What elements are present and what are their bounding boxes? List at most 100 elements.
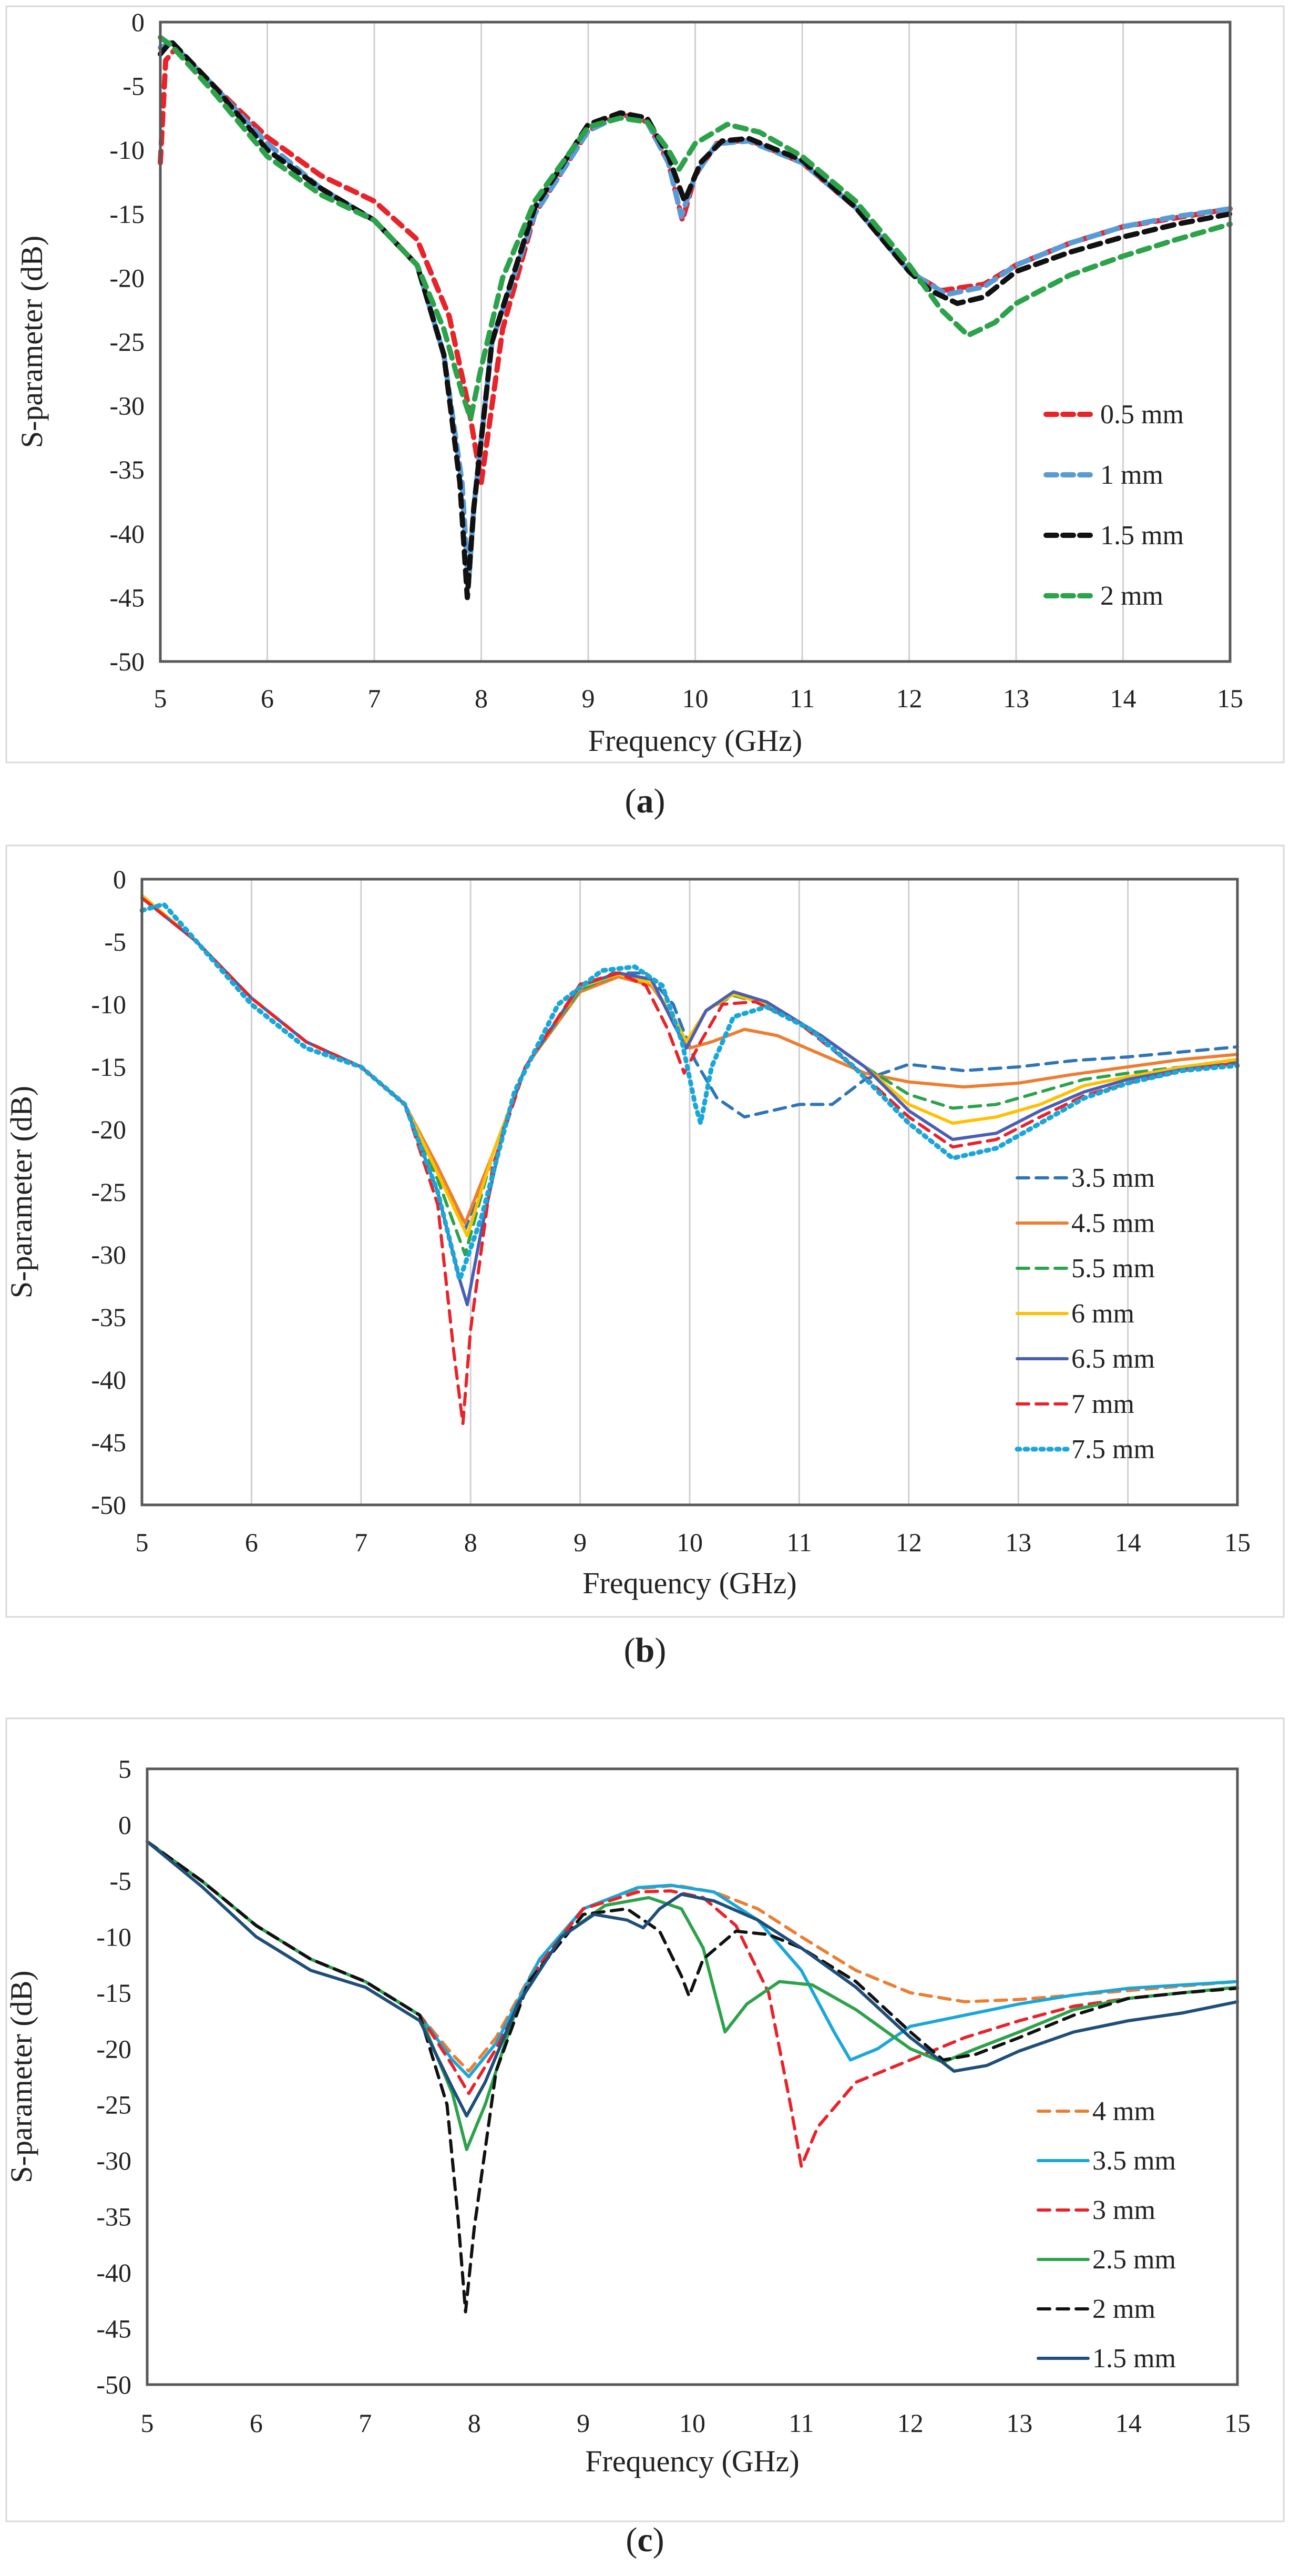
y-tick-label: -25 (96, 2090, 131, 2120)
y-tick-label: -20 (96, 2034, 131, 2063)
x-tick-label: 8 (468, 2408, 481, 2438)
x-tick-label: 11 (786, 1528, 812, 1557)
y-tick-label: -50 (96, 2370, 131, 2399)
y-tick-label: -50 (109, 647, 145, 676)
y-axis-label: S-parameter (dB) (4, 1970, 38, 2183)
x-tick-label: 5 (141, 2408, 154, 2438)
y-tick-label: -35 (109, 455, 145, 484)
x-tick-label: 12 (897, 2408, 924, 2438)
panel-caption: (a) (625, 782, 666, 820)
x-tick-label: 5 (136, 1528, 149, 1557)
x-tick-label: 11 (789, 2408, 814, 2438)
y-tick-label: -20 (109, 263, 145, 292)
plot-area-border (140, 878, 1239, 1506)
legend-label: 3.5 mm (1071, 1163, 1155, 1193)
x-tick-label: 13 (1005, 1528, 1031, 1557)
legend-label: 1.5 mm (1092, 2344, 1176, 2374)
y-tick-label: -20 (91, 1115, 126, 1144)
x-axis-label: Frequency (GHz) (585, 2444, 799, 2478)
x-tick-label: 15 (1224, 2408, 1251, 2438)
x-tick-label: 6 (245, 1528, 258, 1557)
plot-area-border (159, 21, 1232, 663)
legend-label: 2 mm (1092, 2294, 1155, 2324)
legend-label: 6 mm (1071, 1299, 1134, 1329)
x-tick-label: 6 (250, 2408, 263, 2438)
x-tick-label: 10 (677, 1528, 703, 1557)
y-tick-label: -10 (109, 135, 145, 165)
y-tick-label: -45 (91, 1428, 126, 1457)
x-tick-label: 7 (354, 1528, 367, 1557)
x-tick-label: 15 (1224, 1528, 1251, 1557)
x-axis-label: Frequency (GHz) (582, 1566, 796, 1600)
x-tick-label: 12 (896, 684, 923, 713)
x-tick-label: 9 (577, 2408, 590, 2438)
legend-label: 3 mm (1092, 2195, 1155, 2225)
legend-label: 2 mm (1100, 581, 1163, 611)
y-tick-label: -5 (122, 72, 145, 101)
y-tick-label: -40 (96, 2258, 131, 2287)
y-axis-label: S-parameter (dB) (15, 236, 49, 448)
chart-panel-a: 0 -5 -10 -15 -20 -25 -30 -35 -40 -45 -50 5 6 7 8 9 10 11 1… (5, 5, 1285, 820)
y-tick-label: -30 (96, 2146, 131, 2175)
x-tick-label: 6 (261, 684, 274, 713)
y-tick-label: -45 (96, 2314, 131, 2344)
legend-label: 1.5 mm (1100, 521, 1184, 551)
legend-label: 6.5 mm (1071, 1344, 1155, 1374)
x-tick-label: 14 (1115, 1528, 1141, 1557)
y-tick-label: 0 (113, 864, 126, 894)
y-axis-label: S-parameter (dB) (4, 1086, 38, 1298)
x-tick-label: 11 (790, 684, 815, 713)
x-tick-label: 10 (682, 684, 709, 713)
chart-frame (5, 1717, 1285, 2522)
y-tick-label: -15 (109, 199, 145, 229)
y-tick-label: 5 (118, 1754, 131, 1784)
legend-label: 7 mm (1071, 1389, 1134, 1419)
x-tick-label: 7 (359, 2408, 372, 2438)
y-tick-label: -35 (96, 2202, 131, 2232)
x-tick-label: 5 (154, 684, 167, 713)
chart-panel-b: 0 -5 -10 -15 -20 -25 -30 -35 -40 -45 -50 5 6 7 8 9 10 11 1… (4, 844, 1285, 1669)
chart-frame (5, 5, 1285, 763)
series-line-3_5-mm (140, 896, 1239, 1231)
x-tick-label: 9 (574, 1528, 587, 1557)
x-tick-label: 8 (464, 1528, 477, 1557)
legend-label: 7.5 mm (1071, 1434, 1155, 1464)
y-tick-label: -5 (104, 927, 126, 956)
y-tick-label: -5 (109, 1866, 131, 1896)
legend-label: 0.5 mm (1100, 400, 1184, 430)
x-tick-label: 9 (582, 684, 595, 713)
y-tick-label: -15 (96, 1978, 131, 2008)
x-axis-label: Frequency (GHz) (588, 724, 802, 758)
y-tick-label: -40 (91, 1365, 126, 1394)
panel-caption: (c) (626, 2521, 664, 2559)
y-tick-label: -50 (91, 1490, 126, 1520)
series-line-2-mm (146, 1840, 1239, 2314)
y-tick-label: -30 (91, 1240, 126, 1269)
y-tick-label: -30 (109, 391, 145, 421)
legend-label: 1 mm (1100, 460, 1163, 490)
x-tick-label: 15 (1217, 684, 1243, 713)
x-tick-label: 10 (679, 2408, 705, 2438)
x-tick-label: 7 (368, 684, 381, 713)
legend-label: 2.5 mm (1092, 2245, 1176, 2275)
series-line-7_5-mm (139, 902, 1240, 1282)
plot-area-border (146, 1767, 1239, 2386)
y-tick-label: -15 (91, 1052, 126, 1082)
chart-panel-c: 5 0 -5 -10 -15 -20 -25 -30 -35 -40 -45 -50 5 6 7 8 9 10 11… (4, 1717, 1285, 2559)
x-tick-label: 12 (896, 1528, 922, 1557)
y-tick-label: -25 (91, 1177, 126, 1207)
y-tick-label: -35 (91, 1302, 126, 1332)
series-line-1_5-mm (146, 1840, 1239, 2117)
legend-label: 4 mm (1092, 2096, 1155, 2126)
y-tick-label: 0 (118, 1810, 131, 1839)
series-line-2-mm (158, 35, 1233, 421)
legend-label: 4.5 mm (1071, 1208, 1155, 1238)
y-tick-label: -45 (109, 583, 145, 612)
x-tick-label: 8 (475, 684, 488, 713)
y-tick-label: -25 (109, 327, 145, 357)
legend-label: 5.5 mm (1071, 1254, 1155, 1284)
legend-label: 3.5 mm (1092, 2146, 1176, 2176)
y-tick-label: 0 (131, 7, 145, 37)
x-tick-label: 13 (1003, 684, 1029, 713)
y-tick-label: -10 (91, 990, 126, 1019)
